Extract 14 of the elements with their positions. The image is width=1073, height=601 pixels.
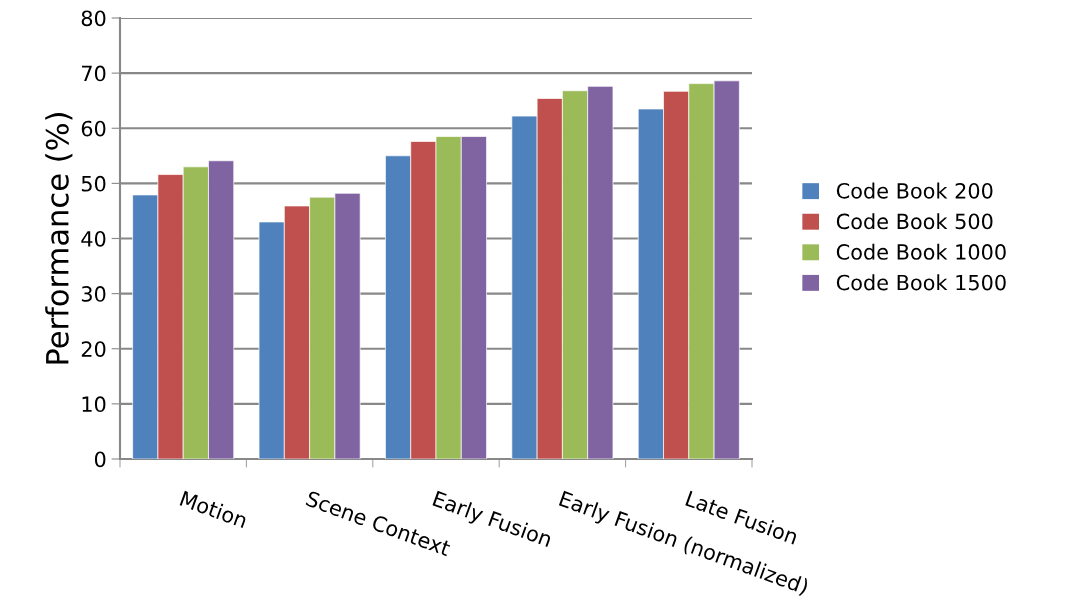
y-tick-label: 20 [81, 341, 106, 357]
y-tick-label: 60 [81, 120, 106, 137]
y-axis-title: Performance (%) [45, 113, 73, 364]
legend-label: Code Book 500 [836, 213, 993, 230]
legend-label: Code Book 200 [836, 182, 993, 199]
legend-label: Code Book 1000 [836, 243, 1006, 260]
y-tick-label: 50 [81, 175, 106, 192]
y-tick-label: 40 [81, 230, 106, 247]
y-tick-label: 10 [82, 396, 106, 413]
legend-label: Code Book 1500 [836, 274, 1006, 291]
y-tick-label: 0 [94, 451, 106, 468]
y-tick-label: 30 [81, 286, 106, 302]
y-tick-label: 70 [82, 65, 106, 82]
y-tick-label: 80 [81, 10, 106, 27]
